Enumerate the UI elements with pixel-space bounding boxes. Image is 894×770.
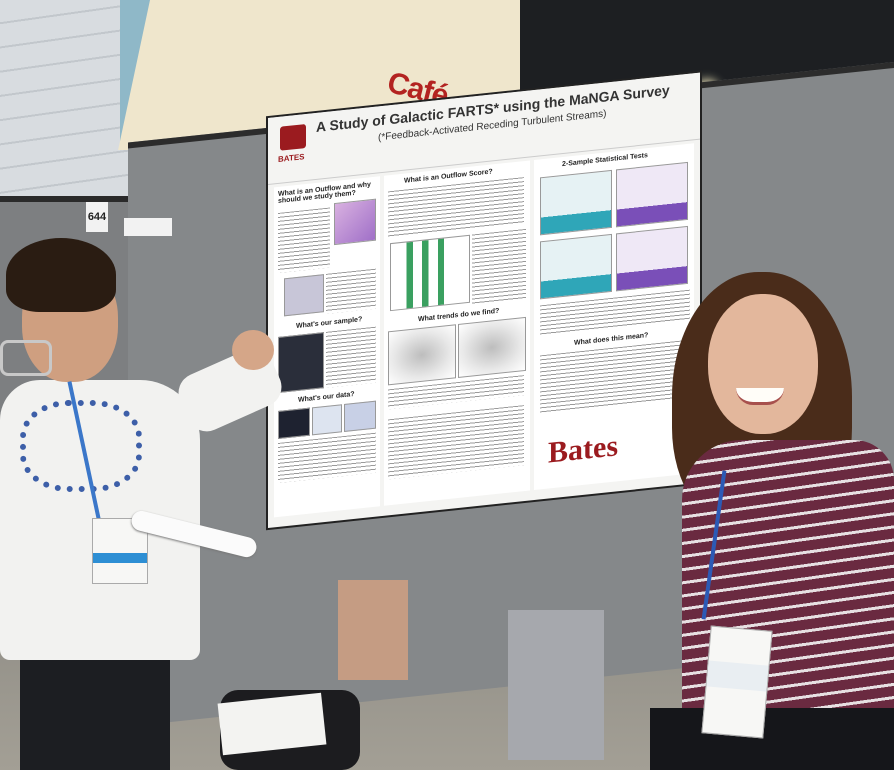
histogram-figure [616, 161, 688, 228]
glasses [0, 340, 52, 376]
figure-image [278, 407, 310, 439]
density-plot [388, 324, 456, 386]
presenter-left-pants [20, 640, 170, 770]
shirt-embroidery [20, 400, 142, 492]
research-poster: BATES A Study of Galactic FARTS* using t… [268, 72, 700, 528]
density-plot [458, 316, 526, 379]
pointing-hand [232, 330, 274, 370]
smile [736, 388, 784, 405]
poster-column-2: What is an Outflow Score? What trends do… [384, 160, 530, 506]
passerby-legs [338, 580, 408, 680]
body-text [388, 405, 524, 480]
booth-number-tag: 644 [86, 202, 108, 232]
passerby-legs [508, 610, 604, 760]
histogram-figure [390, 234, 470, 312]
body-text [326, 326, 376, 388]
body-text [278, 207, 330, 273]
name-badge [701, 625, 773, 739]
figure-image [334, 198, 376, 246]
body-text [388, 177, 524, 238]
handout-paper [217, 692, 327, 756]
body-text [472, 228, 526, 305]
body-text [326, 268, 376, 314]
poster-column-1: What is an Outflow and why should we stu… [274, 176, 380, 518]
poster-logo-text: BATES [278, 152, 305, 164]
booth-label-tag [124, 218, 172, 236]
body-text [540, 339, 690, 414]
bobcat-logo-icon [280, 124, 306, 151]
badge-strip [93, 553, 147, 563]
presenter-right-pants [650, 708, 894, 770]
histogram-figure [616, 225, 688, 292]
histogram-figure [540, 169, 612, 236]
badge-strip [706, 660, 769, 692]
presenter-left-hair [6, 238, 116, 312]
body-text [278, 432, 376, 483]
presenter-right-face [708, 294, 818, 434]
figure-image [278, 332, 324, 393]
histogram-figure [540, 233, 612, 300]
figure-image [344, 400, 376, 433]
figure-image [284, 274, 324, 317]
figure-image [312, 404, 342, 436]
